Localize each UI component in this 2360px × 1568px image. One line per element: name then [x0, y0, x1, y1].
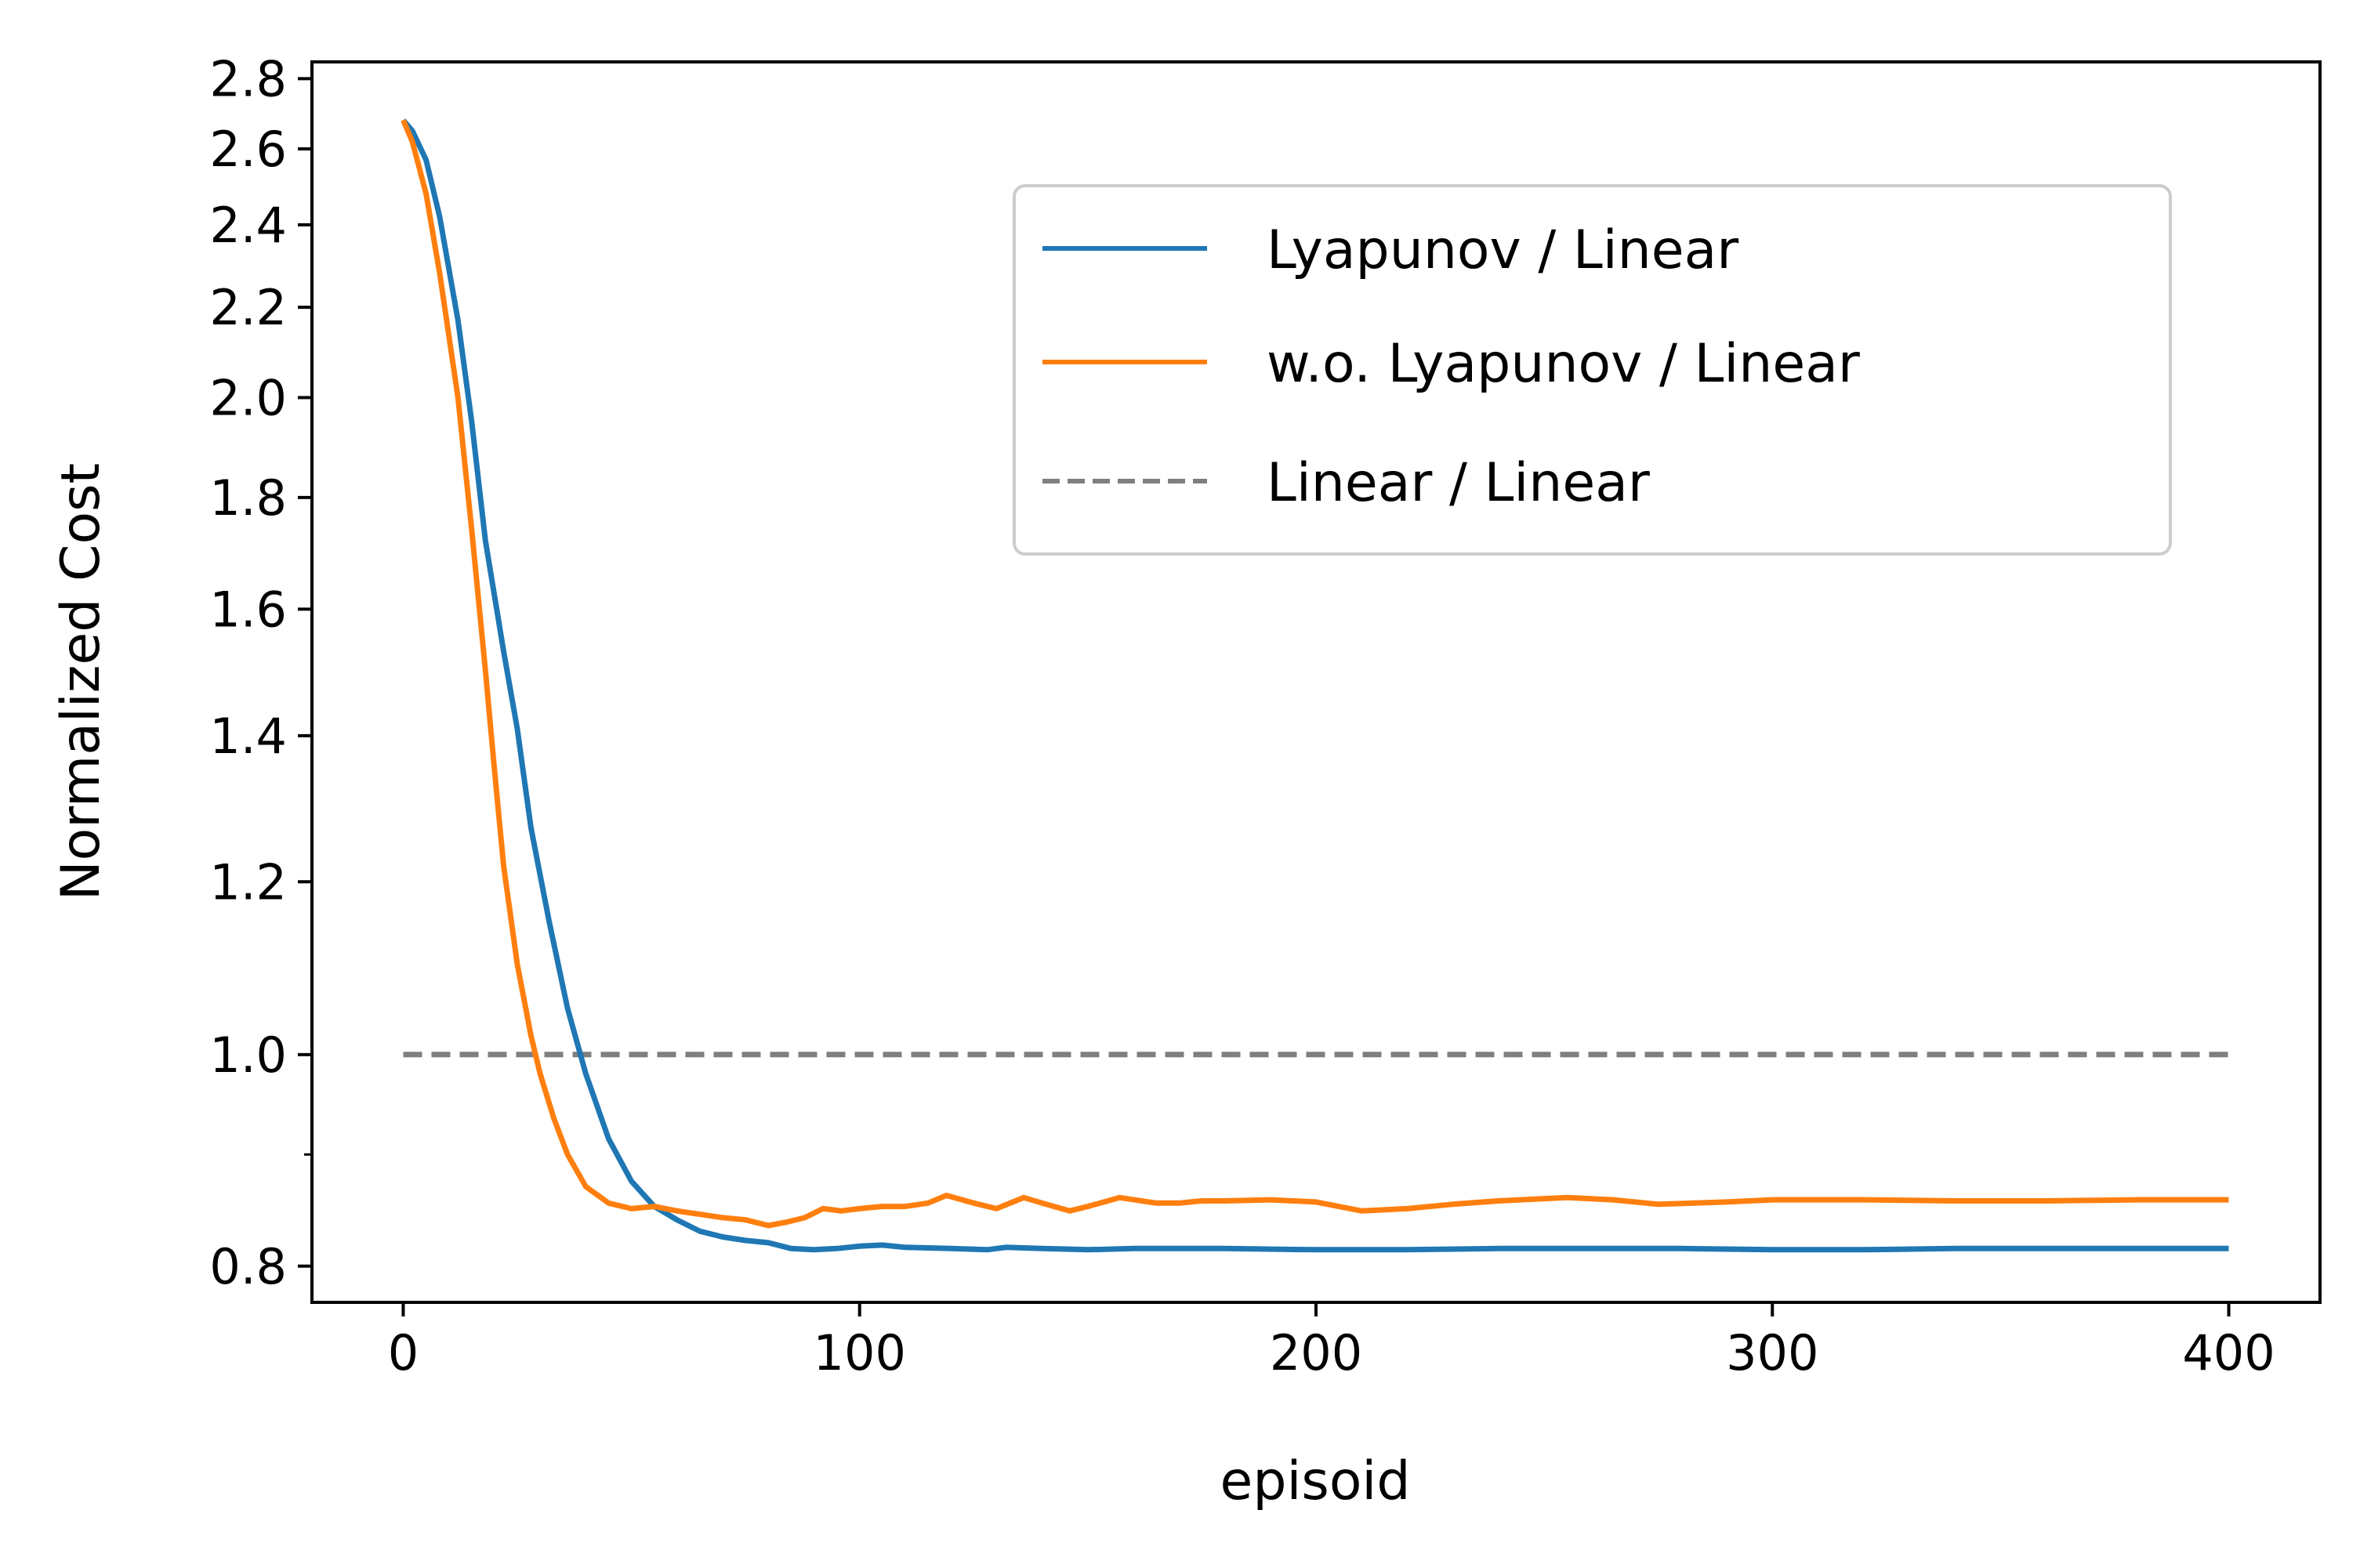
- x-tick-label: 0: [388, 1324, 419, 1382]
- legend-label-lyapunov: Lyapunov / Linear: [1267, 219, 1738, 281]
- legend: Lyapunov / Linear w.o. Lyapunov / Linear…: [1013, 184, 2172, 556]
- y-tick-label: 1.6: [209, 581, 287, 638]
- y-tick-label: 2.2: [209, 279, 287, 336]
- y-tick-label: 1.0: [209, 1027, 287, 1084]
- y-tick-label: 2.6: [209, 121, 287, 178]
- y-tick-label: 2.4: [209, 197, 287, 254]
- legend-label-linear: Linear / Linear: [1267, 452, 1650, 514]
- y-axis-label: Normalized Cost: [50, 463, 112, 900]
- y-tick-label: 1.8: [209, 469, 287, 527]
- y-tick-label: 0.8: [209, 1238, 287, 1295]
- x-tick-label: 100: [814, 1324, 906, 1382]
- series-layer: [401, 118, 2229, 1253]
- y-tick-label: 1.4: [209, 708, 287, 765]
- y-axis-ticks: 0.8 1.0 1.2 1.4 1.6 1.8 2.0 2.2 2.4 2.6 2.8: [209, 50, 312, 1295]
- x-tick-label: 200: [1270, 1324, 1362, 1382]
- x-axis-label: episoid: [1220, 1450, 1411, 1512]
- series-line-1: [401, 119, 2229, 1229]
- x-tick-label: 400: [2182, 1324, 2275, 1382]
- x-tick-label: 300: [1726, 1324, 1818, 1382]
- y-tick-label: 2.8: [209, 50, 287, 107]
- series-line-0: [401, 118, 2229, 1253]
- y-tick-label: 1.2: [209, 853, 287, 911]
- x-axis-ticks: 0 100 200 300 400: [388, 1302, 2275, 1382]
- legend-box: [1013, 184, 2172, 556]
- legend-label-wo-lyapunov: w.o. Lyapunov / Linear: [1267, 333, 1860, 395]
- y-tick-label: 2.0: [209, 369, 287, 426]
